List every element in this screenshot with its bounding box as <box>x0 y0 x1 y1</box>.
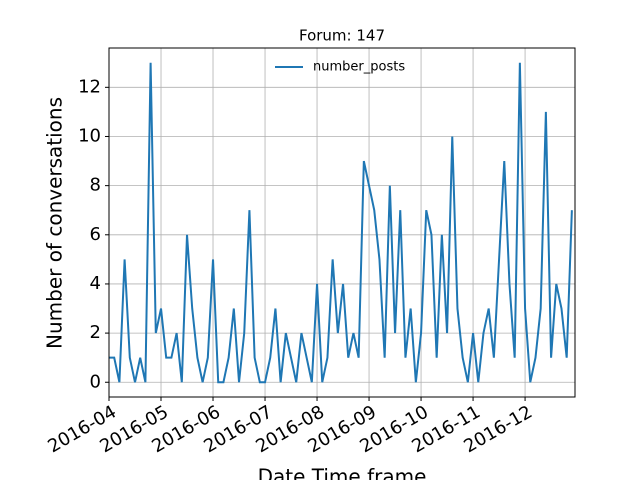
plot-frame <box>108 47 576 398</box>
y-tick-label: 2 <box>90 322 101 343</box>
y-tick-label: 12 <box>78 76 101 97</box>
data-line <box>109 62 573 384</box>
y-tick-label: 4 <box>90 273 101 294</box>
y-tick-label: 10 <box>78 125 101 146</box>
y-tick-label: 8 <box>90 175 101 196</box>
chart-title: Forum: 147 <box>299 27 385 45</box>
legend-label: number_posts <box>313 60 405 75</box>
y-axis-label: Number of conversations <box>43 97 67 349</box>
y-tick-label: 0 <box>90 371 101 392</box>
y-tick-label: 6 <box>90 224 101 245</box>
x-axis-label: Date Time frame <box>258 465 427 480</box>
